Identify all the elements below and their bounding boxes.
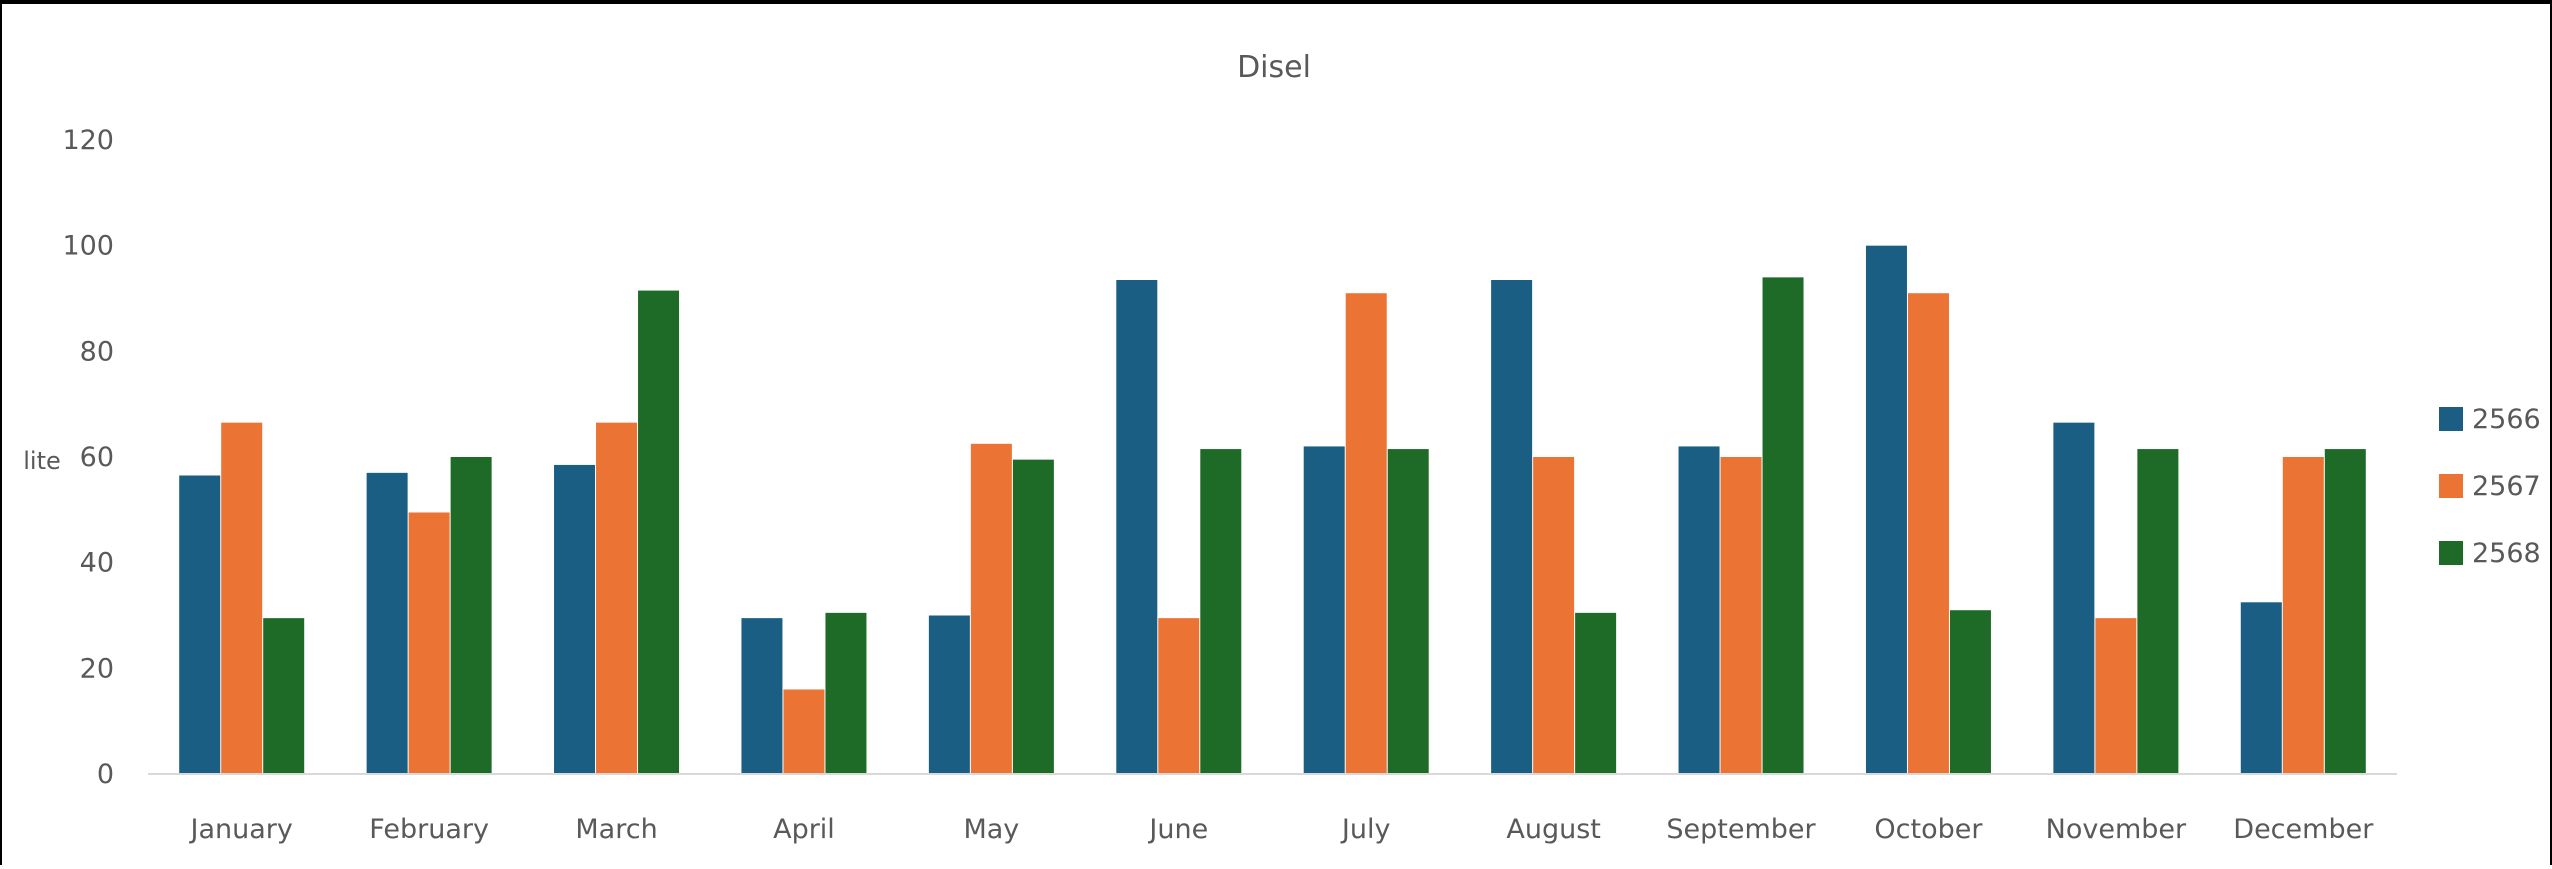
bar-2567-september bbox=[1720, 457, 1762, 774]
bar-2568-august bbox=[1575, 612, 1617, 774]
bar-2568-february bbox=[450, 457, 492, 774]
y-axis-ticks: 0 20 40 60 80 100 120 bbox=[62, 125, 114, 790]
bar-2566-december bbox=[2240, 602, 2282, 774]
bar-2567-october bbox=[1907, 293, 1949, 774]
bar-2567-december bbox=[2282, 457, 2324, 774]
bar-2567-august bbox=[1533, 457, 1575, 774]
bar-2567-february bbox=[408, 512, 450, 774]
bar-2568-march bbox=[638, 290, 680, 774]
y-tick-label: 100 bbox=[62, 231, 114, 262]
x-tick-label: August bbox=[1506, 814, 1601, 845]
bar-2567-march bbox=[596, 422, 638, 774]
legend-swatch-2568 bbox=[2439, 541, 2463, 565]
y-tick-label: 60 bbox=[80, 442, 114, 473]
y-tick-label: 0 bbox=[97, 759, 114, 790]
x-axis-ticks: January February March April May June July Augu… bbox=[189, 814, 2375, 845]
bar-2567-may bbox=[970, 443, 1012, 774]
x-tick-label: January bbox=[189, 814, 293, 845]
x-tick-label: June bbox=[1147, 814, 1208, 845]
bar-2566-september bbox=[1678, 446, 1720, 774]
x-tick-label: April bbox=[773, 814, 835, 845]
bar-2566-april bbox=[741, 618, 783, 774]
y-tick-label: 40 bbox=[80, 548, 114, 579]
x-tick-label: October bbox=[1874, 814, 1983, 845]
bar-2567-january bbox=[221, 422, 263, 774]
legend: 2566 2567 2568 bbox=[2439, 404, 2541, 569]
bar-2568-september bbox=[1762, 277, 1804, 774]
bar-2566-march bbox=[554, 464, 596, 774]
bar-series-group bbox=[179, 245, 2366, 774]
bar-2566-november bbox=[2053, 422, 2095, 774]
series-2567 bbox=[221, 293, 2324, 774]
series-2566 bbox=[179, 245, 2282, 774]
bar-2566-july bbox=[1303, 446, 1345, 774]
x-tick-label: July bbox=[1340, 814, 1391, 845]
x-tick-label: September bbox=[1666, 814, 1816, 845]
bar-2567-june bbox=[1158, 618, 1200, 774]
bar-2567-april bbox=[783, 689, 825, 774]
x-tick-label: February bbox=[369, 814, 489, 845]
y-axis-label: lite bbox=[23, 447, 61, 475]
series-2568 bbox=[263, 277, 2366, 774]
legend-swatch-2566 bbox=[2439, 407, 2463, 431]
bar-2568-december bbox=[2324, 449, 2366, 774]
bar-2566-august bbox=[1491, 280, 1533, 774]
bar-2568-november bbox=[2137, 449, 2179, 774]
chart-title: Disel bbox=[1237, 50, 1311, 85]
bar-2566-may bbox=[928, 615, 970, 774]
bar-2568-january bbox=[263, 618, 305, 774]
legend-label-2566: 2566 bbox=[2472, 404, 2541, 435]
bar-2566-february bbox=[366, 472, 408, 774]
legend-label-2567: 2567 bbox=[2472, 471, 2541, 502]
y-tick-label: 80 bbox=[80, 336, 114, 367]
bar-2567-november bbox=[2095, 618, 2137, 774]
bar-2566-june bbox=[1116, 280, 1158, 774]
bar-2566-october bbox=[1865, 245, 1907, 774]
x-tick-label: December bbox=[2233, 814, 2374, 845]
bar-2568-june bbox=[1200, 449, 1242, 774]
legend-label-2568: 2568 bbox=[2472, 538, 2541, 569]
bar-chart: Disel lite 0 20 40 60 80 100 120 January Februa… bbox=[23, 50, 2541, 845]
bar-2568-october bbox=[1949, 610, 1991, 774]
bar-2566-january bbox=[179, 475, 221, 774]
bar-2567-july bbox=[1345, 293, 1387, 774]
bar-2568-july bbox=[1387, 449, 1429, 774]
x-tick-label: November bbox=[2046, 814, 2187, 845]
y-tick-label: 120 bbox=[62, 125, 114, 156]
y-tick-label: 20 bbox=[80, 653, 114, 684]
bar-2568-may bbox=[1012, 459, 1054, 774]
x-tick-label: May bbox=[963, 814, 1019, 845]
bar-2568-april bbox=[825, 612, 867, 774]
legend-swatch-2567 bbox=[2439, 474, 2463, 498]
x-tick-label: March bbox=[575, 814, 657, 845]
